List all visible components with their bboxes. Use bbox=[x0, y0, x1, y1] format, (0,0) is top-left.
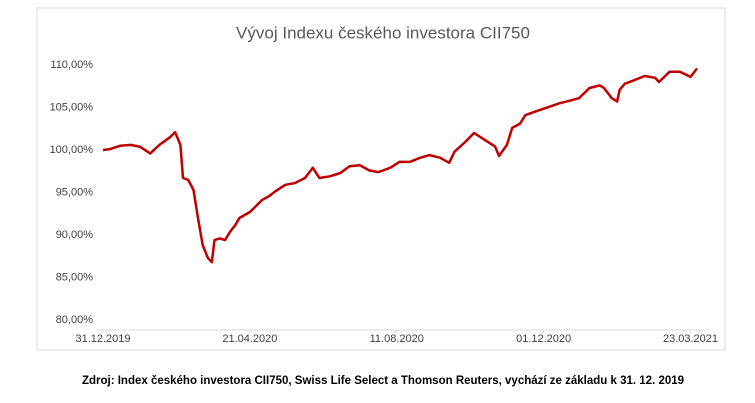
data-line bbox=[102, 67, 699, 264]
chart-frame bbox=[36, 7, 726, 351]
x-tick-label: 01.12.2020 bbox=[516, 333, 571, 345]
source-note: Zdroj: Index českého investora CII750, S… bbox=[82, 375, 684, 387]
y-tick-label: 95,00% bbox=[56, 186, 94, 198]
x-tick-label: 31.12.2019 bbox=[75, 333, 130, 345]
y-tick-label: 100,00% bbox=[50, 144, 94, 156]
x-tick-label: 23.03.2021 bbox=[663, 333, 718, 345]
x-tick-label: 11.08.2020 bbox=[370, 333, 424, 345]
chart-title: Vývoj Indexu českého investora CII750 bbox=[236, 23, 530, 42]
y-tick-label: 85,00% bbox=[56, 271, 94, 283]
y-tick-label: 90,00% bbox=[56, 229, 94, 241]
y-tick-label: 80,00% bbox=[56, 314, 94, 326]
x-tick-label: 21.04.2020 bbox=[222, 333, 277, 345]
y-tick-label: 110,00% bbox=[50, 59, 93, 71]
y-tick-label: 105,00% bbox=[50, 101, 94, 113]
